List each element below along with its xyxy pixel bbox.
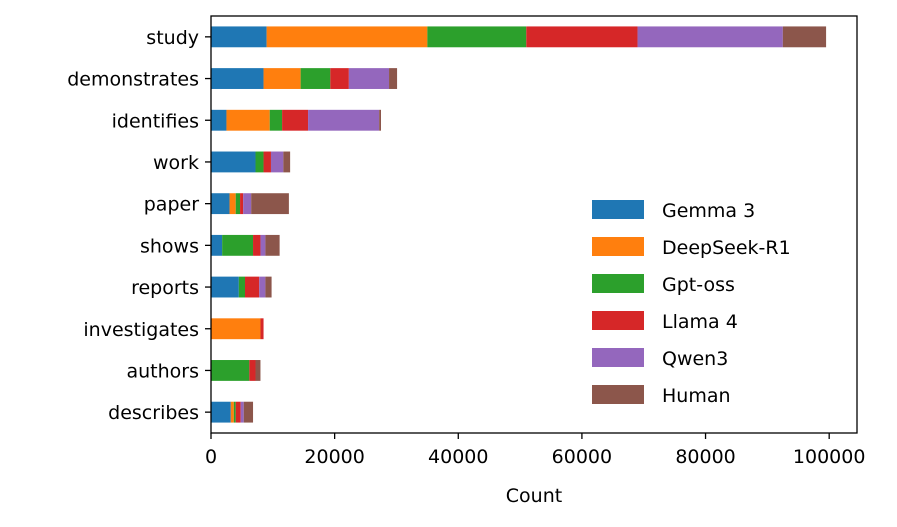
bar-work-series-0 [211, 151, 256, 173]
legend-label-3: Llama 4 [662, 311, 738, 333]
bar-authors-series-5 [255, 360, 261, 381]
bar-shows-series-5 [265, 234, 280, 256]
bar-investigates-series-1 [211, 318, 261, 340]
legend-swatch-0 [592, 200, 644, 219]
legend-label-2: Gpt-oss [662, 274, 735, 296]
bar-demonstrates-series-5 [389, 68, 398, 89]
bar-describes-series-1 [230, 401, 234, 423]
bar-describes-series-3 [235, 401, 241, 423]
bar-reports-series-2 [238, 276, 245, 298]
bar-reports-series-5 [265, 276, 272, 298]
bar-authors-series-3 [249, 360, 256, 381]
bar-study-series-5 [782, 26, 827, 48]
bar-paper-series-2 [235, 193, 241, 215]
legend-swatch-4 [592, 348, 644, 367]
bar-identifies-series-2 [269, 109, 283, 131]
bar-demonstrates-series-4 [348, 68, 390, 89]
bar-identifies-series-3 [282, 109, 309, 131]
legend-label-5: Human [662, 385, 731, 407]
y-axis: study demonstrates identifies work paper show… [67, 27, 211, 424]
bar-identifies-series-5 [379, 109, 381, 131]
y-tick-label-identifies: identifies [112, 110, 199, 132]
bar-demonstrates-series-3 [330, 68, 349, 89]
legend-label-1: DeepSeek-R1 [662, 237, 791, 259]
bar-study-series-3 [526, 26, 638, 48]
bar-paper-series-5 [251, 193, 289, 215]
plot-frame [210, 15, 858, 434]
bar-identifies-series-1 [226, 109, 270, 131]
y-tick-label-investigates: investigates [83, 319, 199, 341]
legend-swatch-3 [592, 311, 644, 330]
bar-shows-series-4 [260, 234, 266, 256]
bar-demonstrates-series-1 [263, 68, 301, 89]
bar-reports-series-0 [211, 276, 239, 298]
bar-work-series-4 [270, 151, 284, 173]
bar-investigates-series-3 [260, 318, 264, 340]
bar-describes-series-2 [233, 401, 236, 423]
bar-paper-series-0 [211, 193, 230, 215]
legend-swatch-5 [592, 385, 644, 404]
bar-describes-series-0 [211, 401, 231, 423]
bar-paper-series-1 [229, 193, 236, 215]
bar-shows-series-2 [222, 234, 254, 256]
bar-reports-series-4 [259, 276, 266, 298]
x-tick-label-0: 0 [205, 446, 217, 468]
y-tick-label-work: work [153, 152, 199, 174]
x-axis-label: Count [506, 485, 562, 507]
bar-identifies-series-0 [211, 109, 227, 131]
x-tick-label-40000: 40000 [428, 446, 488, 468]
bar-work-series-3 [263, 151, 271, 173]
legend-swatch-2 [592, 274, 644, 293]
x-tick-label-20000: 20000 [304, 446, 364, 468]
bar-demonstrates-series-2 [300, 68, 331, 89]
bar-reports-series-3 [245, 276, 260, 298]
bar-paper-series-4 [243, 193, 252, 215]
y-tick-label-reports: reports [131, 277, 199, 299]
y-tick-label-study: study [146, 27, 199, 49]
bar-study-series-4 [637, 26, 783, 48]
legend-label-0: Gemma 3 [662, 200, 755, 222]
legend-swatch-1 [592, 237, 644, 256]
bar-study-series-1 [266, 26, 428, 48]
y-tick-label-describes: describes [108, 402, 199, 424]
y-tick-label-authors: authors [126, 360, 199, 382]
bar-work-series-2 [255, 151, 264, 173]
x-tick-label-80000: 80000 [675, 446, 735, 468]
bar-identifies-series-4 [308, 109, 380, 131]
bar-work-series-5 [283, 151, 291, 173]
bar-describes-series-4 [240, 401, 244, 423]
bar-shows-series-0 [211, 234, 223, 256]
y-tick-label-demonstrates: demonstrates [67, 69, 199, 91]
legend-label-4: Qwen3 [662, 348, 728, 370]
bar-study-series-0 [211, 26, 267, 48]
x-tick-label-100000: 100000 [793, 446, 866, 468]
bars-layer [211, 26, 827, 423]
bar-paper-series-3 [240, 193, 244, 215]
bar-study-series-2 [427, 26, 527, 48]
y-tick-label-shows: shows [140, 235, 199, 257]
y-tick-label-paper: paper [144, 194, 199, 216]
x-axis: 0 20000 40000 60000 80000 100000 [205, 433, 865, 468]
bar-describes-series-5 [243, 401, 254, 423]
bar-shows-series-3 [253, 234, 261, 256]
bar-demonstrates-series-0 [211, 68, 264, 89]
legend: Gemma 3 DeepSeek-R1 Gpt-oss Llama 4 Qwen3 Hum… [592, 200, 791, 407]
bar-authors-series-2 [211, 360, 250, 381]
x-tick-label-60000: 60000 [552, 446, 612, 468]
